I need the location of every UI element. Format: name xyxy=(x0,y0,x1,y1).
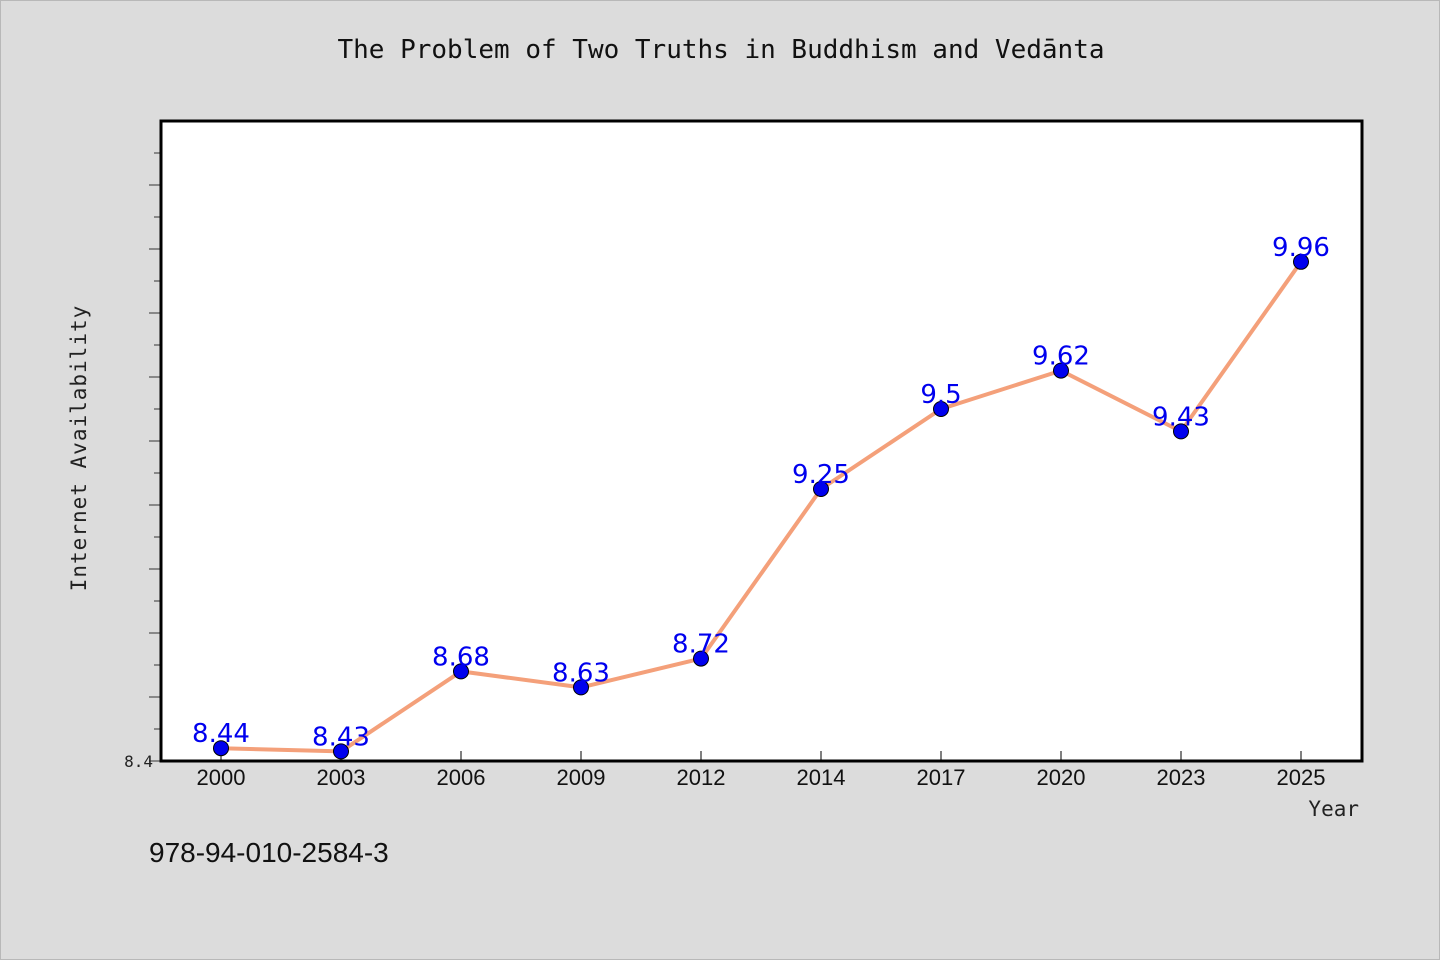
data-point xyxy=(813,481,829,497)
y-ticks: 8.4 xyxy=(124,152,161,771)
x-tick-label: 2000 xyxy=(197,765,246,790)
x-tick-label: 2020 xyxy=(1037,765,1086,790)
data-point xyxy=(1173,423,1189,440)
data-point xyxy=(453,663,469,680)
data-point xyxy=(573,679,589,696)
x-tick-label: 2003 xyxy=(317,765,366,790)
x-tick-label: 2023 xyxy=(1157,765,1206,790)
data-label: 8.72 xyxy=(672,630,730,660)
x-tick-label: 2009 xyxy=(557,765,606,790)
y-tick-label: 8.4 xyxy=(124,752,153,771)
data-point xyxy=(693,650,709,667)
data-label: 9.62 xyxy=(1032,342,1090,372)
series: 8.44 8.43 8.68 8.63 8.72 9.25 9.5 9.62 9.43 9.96 xyxy=(192,233,1330,760)
data-label: 9.25 xyxy=(792,460,850,490)
data-label: 9.96 xyxy=(1272,233,1330,263)
plot-frame xyxy=(159,119,1364,763)
data-point xyxy=(1053,362,1069,379)
x-tick-label: 2014 xyxy=(797,765,846,790)
data-point xyxy=(933,401,949,417)
chart-title: The Problem of Two Truths in Buddhism an… xyxy=(337,35,1105,65)
data-point xyxy=(213,740,229,757)
data-label: 8.68 xyxy=(432,642,490,672)
x-ticks: 2000 2003 2006 2009 2012 2014 2017 2020 2023 2025 xyxy=(197,751,1326,790)
data-point xyxy=(333,743,349,760)
x-axis-label: Year xyxy=(1308,797,1359,821)
plot-background xyxy=(161,121,1362,761)
x-tick-label: 2006 xyxy=(437,765,486,790)
isbn-text: 978-94-010-2584-3 xyxy=(149,837,389,868)
series-line xyxy=(219,259,1303,754)
data-label: 8.63 xyxy=(552,658,610,688)
data-point xyxy=(1293,253,1309,270)
data-label: 9.5 xyxy=(920,380,961,410)
x-tick-label: 2025 xyxy=(1277,765,1326,790)
x-tick-label: 2012 xyxy=(677,765,726,790)
data-label: 8.44 xyxy=(192,719,250,749)
x-tick-label: 2017 xyxy=(917,765,966,790)
data-label: 8.43 xyxy=(312,722,370,752)
data-label: 9.43 xyxy=(1152,402,1210,432)
